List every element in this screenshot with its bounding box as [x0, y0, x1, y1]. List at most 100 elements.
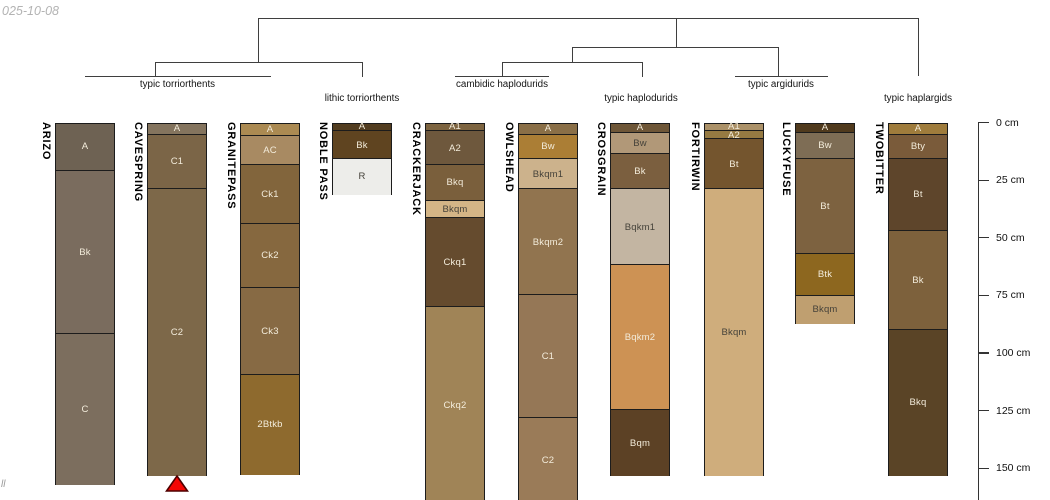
horizon-label: Bt: [820, 200, 830, 212]
horizon-label: Ckq2: [443, 399, 467, 411]
dendrogram-line: [918, 18, 920, 77]
horizon-label: Ck2: [261, 250, 279, 262]
soil-horizon: Ck2: [241, 222, 299, 289]
horizon-label: Bkqm2: [532, 236, 564, 248]
soil-horizon: A: [519, 123, 577, 134]
depth-tick-label: 100 cm: [996, 347, 1031, 360]
soil-horizon: Bt: [705, 138, 763, 190]
series-title: CRACKERJACK: [410, 122, 422, 216]
horizon-label: C2: [541, 455, 555, 467]
soil-horizon: Bqm: [611, 409, 669, 476]
profile-column: A1 A2 Bt Bkqm: [704, 121, 764, 477]
horizon-label: Bt: [729, 158, 739, 170]
horizon-label: A: [173, 123, 181, 135]
profile-column: A1 A2 Bkq Bkqm Ckq1 Ckq2: [425, 121, 485, 500]
dendrogram-line: [258, 18, 920, 20]
horizon-label: Bt: [913, 189, 923, 201]
dendrogram-line: [572, 47, 780, 49]
date-stamp: 025-10-08: [2, 4, 59, 18]
soil-horizon: Bw: [519, 133, 577, 160]
horizon-label: Bkqm1: [532, 168, 564, 180]
soil-horizon: Bk: [611, 153, 669, 190]
profile-column: A Bw Bt Btk Bkqm: [795, 122, 855, 324]
horizon-label: Bk: [912, 274, 924, 286]
horizon-label: AC: [263, 144, 277, 156]
dendrogram-line: [155, 62, 364, 64]
horizon-label: Bqkm1: [624, 221, 656, 233]
depth-axis-tick: [978, 294, 989, 297]
horizon-label: C1: [170, 156, 184, 168]
horizon-label: Bkq: [909, 397, 927, 409]
horizon-label: C: [81, 404, 89, 416]
soil-horizon: Bkq: [426, 163, 484, 201]
soil-horizon: Bkqm: [796, 295, 854, 324]
soil-horizon: Bty: [889, 133, 947, 160]
soil-horizon: A2: [705, 129, 763, 141]
soil-horizon: Bk: [333, 130, 391, 160]
horizon-label: A: [266, 123, 274, 135]
soil-horizon: Bkqm: [705, 188, 763, 476]
depth-axis-tick: [978, 121, 989, 124]
soil-horizon: Ck3: [241, 287, 299, 375]
horizon-label: 2Btkb: [257, 419, 283, 431]
dendrogram-line: [642, 62, 644, 78]
soil-horizon: Bk: [56, 169, 114, 335]
depth-tick-label: 125 cm: [996, 404, 1031, 417]
soil-horizon: Bkqm: [426, 199, 484, 218]
soil-horizon: Ck1: [241, 163, 299, 224]
depth-tick-label: 50 cm: [996, 231, 1025, 244]
soil-horizon: Bqkm2: [611, 264, 669, 411]
soil-horizon: C2: [519, 417, 577, 500]
horizon-label: Bty: [910, 141, 926, 153]
soil-horizon: Bkqm1: [519, 158, 577, 190]
horizon-label: A: [81, 141, 89, 153]
horizon-label: A2: [727, 129, 741, 141]
horizon-label: Bk: [79, 246, 91, 258]
soil-horizon: C2: [148, 188, 206, 476]
taxon-label: typic haplargids: [883, 93, 953, 104]
dendrogram-line: [258, 18, 260, 64]
horizon-label: C2: [170, 326, 184, 338]
dendrogram-line: [155, 62, 157, 78]
soil-horizon: Bt: [796, 158, 854, 254]
depth-axis-tick: [978, 237, 989, 239]
soil-horizon: Bkq: [889, 328, 947, 476]
profile-column: A C1 C2: [147, 122, 207, 477]
horizon-label: Ckq1: [443, 256, 467, 268]
series-title: OWLSHEAD: [503, 122, 515, 193]
soil-horizon: Bw: [611, 131, 669, 155]
series-title: GRANITEPASS: [225, 122, 237, 210]
horizon-label: Bw: [633, 138, 647, 149]
profile-column: A Bw Bkqm1 Bkqm2 C1 C2: [518, 122, 578, 500]
horizon-label: Ck1: [261, 188, 279, 200]
profile-column: A AC Ck1 Ck2 Ck3 2Btkb: [240, 122, 300, 475]
soil-horizon: Bk: [889, 229, 947, 330]
horizon-label: Btk: [817, 269, 833, 281]
series-title: FORTIRWIN: [689, 122, 701, 192]
depth-tick-label: 75 cm: [996, 289, 1025, 302]
depth-axis-tick: [978, 410, 989, 412]
soil-horizon: A1: [426, 121, 484, 132]
horizon-label: C1: [541, 351, 555, 363]
horizon-label: Bqkm2: [624, 332, 656, 344]
soil-horizon: Ckq1: [426, 216, 484, 307]
series-title: TWOBITTER: [873, 122, 885, 195]
series-title: CAVESPRING: [132, 122, 144, 202]
soil-horizon: Btk: [796, 252, 854, 297]
horizon-label: Bkq: [446, 177, 464, 189]
soil-horizon: A2: [426, 130, 484, 165]
soil-horizon: Bw: [796, 131, 854, 160]
soil-horizon: Bkqm2: [519, 188, 577, 296]
dendrogram-line: [502, 62, 644, 64]
depth-tick-label: 0 cm: [996, 116, 1019, 129]
soil-horizon: R: [333, 158, 391, 195]
horizon-label: Bkqm: [812, 304, 838, 316]
horizon-label: Bkqm: [721, 326, 747, 338]
horizon-label: A1: [727, 121, 741, 133]
depth-axis-tick: [978, 467, 989, 469]
soil-horizon: A: [241, 123, 299, 136]
dendrogram-line: [85, 76, 272, 78]
dendrogram-line: [778, 47, 780, 78]
horizon-label: Ck3: [261, 325, 279, 337]
soil-horizon: 2Btkb: [241, 373, 299, 475]
